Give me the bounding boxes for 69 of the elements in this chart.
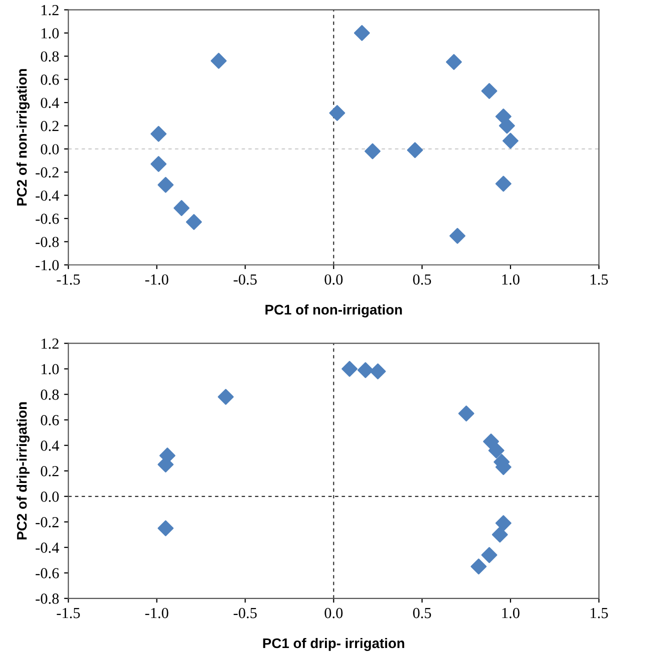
point (150, 126, 167, 142)
y-tick-label: 0.8 (40, 51, 59, 62)
y-tick-label: 1.0 (42, 28, 59, 39)
x-tick-label: 0.5 (413, 608, 432, 618)
point (495, 515, 512, 532)
point (407, 142, 423, 158)
point (329, 105, 346, 121)
x-tick-label: 0.0 (324, 274, 343, 285)
point (470, 558, 487, 575)
point (354, 25, 370, 41)
point (458, 406, 474, 422)
y-tick-label: 1.2 (42, 4, 58, 16)
x-axis-title: PC1 of non-irrigation (266, 304, 402, 318)
x-tick-label: 0.5 (413, 274, 432, 285)
y-tick-label: 0.6 (40, 74, 59, 85)
y-tick-label: 0.8 (40, 390, 59, 400)
point (150, 156, 167, 172)
x-tick-label: 1.0 (502, 274, 520, 285)
y-tick-label: 0.4 (40, 98, 60, 108)
y-tick-label: -0.2 (36, 517, 58, 528)
y-tick-label: -0.6 (36, 214, 59, 224)
point (495, 176, 512, 192)
y-tick-label: 0.0 (40, 144, 59, 154)
point (446, 54, 462, 70)
x-tick-label: 1.5 (590, 608, 608, 618)
point (488, 442, 504, 458)
point (210, 52, 227, 69)
y-axis-title: PC2 of drip-irrigation (16, 402, 30, 540)
y-tick-label: 0.0 (40, 492, 59, 502)
y-tick-label: -0.2 (36, 167, 58, 178)
point (481, 82, 498, 99)
y-tick-label: 0.2 (40, 120, 58, 132)
y-tick-label: 1.0 (42, 364, 59, 374)
y-axis-title: PC2 of non-irrigation (16, 69, 30, 206)
y-tick-label: 1.2 (42, 338, 58, 349)
y-tick-label: 0.6 (40, 415, 59, 426)
point (492, 526, 508, 543)
point (186, 214, 202, 230)
point (498, 118, 515, 134)
point (502, 132, 518, 149)
point (364, 143, 381, 160)
y-tick-label: -0.8 (36, 594, 59, 604)
point (370, 363, 386, 380)
y-tick-label: -0.4 (36, 542, 60, 553)
y-tick-label: 0.4 (40, 440, 60, 451)
point (481, 547, 498, 564)
point (158, 176, 174, 193)
x-tick-label: 1.0 (502, 608, 520, 618)
point (483, 434, 500, 450)
x-tick-label: -0.5 (234, 274, 257, 285)
point (357, 362, 374, 378)
x-tick-label: 0.0 (324, 608, 343, 618)
y-tick-label: -1.0 (36, 260, 59, 270)
point (218, 388, 234, 405)
y-tick-label: -0.6 (36, 568, 59, 578)
x-tick-label: -1.5 (56, 608, 80, 618)
x-tick-label: -0.5 (234, 608, 257, 618)
point (342, 360, 358, 377)
point (174, 200, 190, 216)
point (158, 520, 174, 536)
x-tick-label: 1.5 (590, 274, 608, 285)
x-tick-label: -1.5 (56, 274, 80, 285)
y-tick-label: 0.2 (40, 466, 58, 476)
point (449, 228, 466, 244)
x-tick-label: -1.0 (145, 608, 168, 618)
y-tick-label: -0.4 (36, 190, 60, 201)
y-tick-label: -0.8 (36, 236, 59, 248)
x-tick-label: -1.0 (145, 274, 168, 285)
x-axis-title: PC1 of drip- irrigation (263, 638, 404, 651)
